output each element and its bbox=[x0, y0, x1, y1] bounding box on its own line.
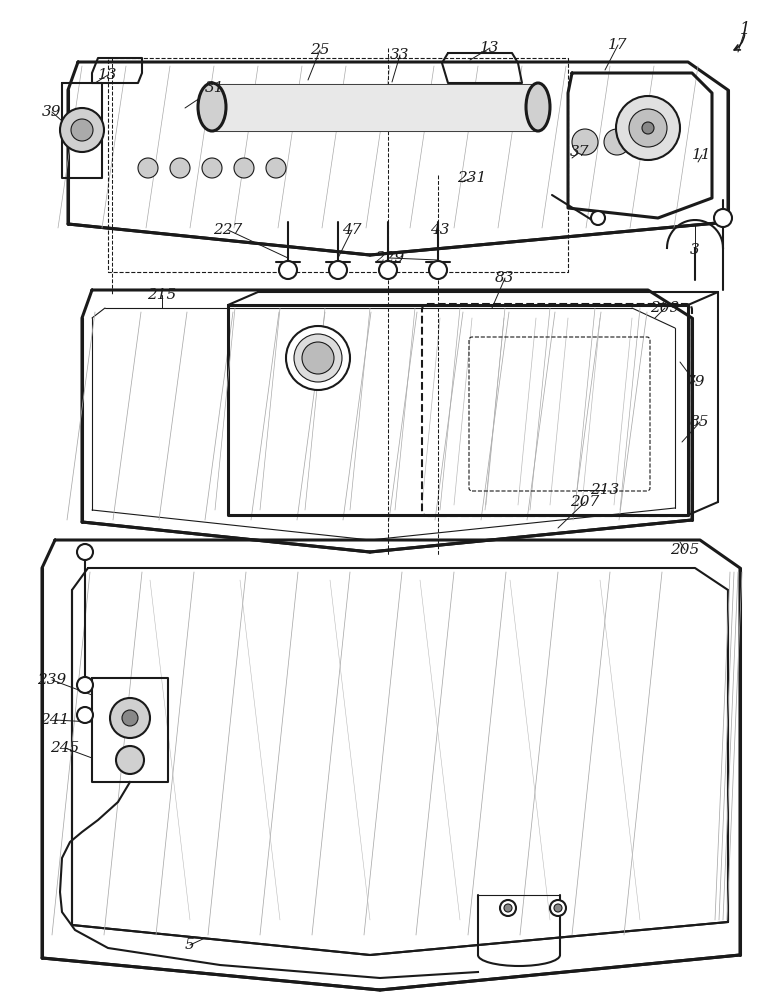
Text: 13: 13 bbox=[480, 41, 500, 55]
Circle shape bbox=[286, 326, 350, 390]
Text: 17: 17 bbox=[608, 38, 628, 52]
Text: 25: 25 bbox=[310, 43, 330, 57]
Circle shape bbox=[329, 261, 347, 279]
Text: 241: 241 bbox=[41, 713, 70, 727]
Text: 83: 83 bbox=[495, 271, 515, 285]
Circle shape bbox=[279, 261, 297, 279]
Circle shape bbox=[636, 129, 662, 155]
Text: 3: 3 bbox=[691, 243, 700, 257]
Circle shape bbox=[616, 96, 680, 160]
Circle shape bbox=[302, 342, 334, 374]
Text: 39: 39 bbox=[42, 105, 62, 119]
Text: 209: 209 bbox=[651, 301, 680, 315]
Circle shape bbox=[170, 158, 190, 178]
Text: 5: 5 bbox=[185, 938, 195, 952]
Circle shape bbox=[629, 109, 667, 147]
Circle shape bbox=[116, 746, 144, 774]
Circle shape bbox=[500, 900, 516, 916]
Text: 85: 85 bbox=[691, 415, 710, 429]
Circle shape bbox=[71, 119, 93, 141]
Bar bbox=[212, 85, 538, 130]
Circle shape bbox=[122, 710, 138, 726]
Circle shape bbox=[591, 211, 605, 225]
Text: 1: 1 bbox=[740, 21, 750, 38]
Text: 229: 229 bbox=[375, 251, 404, 265]
Text: 205: 205 bbox=[670, 543, 700, 557]
Text: 13: 13 bbox=[99, 68, 118, 82]
Text: 207: 207 bbox=[570, 495, 600, 509]
Circle shape bbox=[77, 707, 93, 723]
Circle shape bbox=[429, 261, 447, 279]
Circle shape bbox=[554, 904, 562, 912]
Text: 11: 11 bbox=[692, 148, 712, 162]
Circle shape bbox=[379, 261, 397, 279]
Text: 245: 245 bbox=[50, 741, 80, 755]
Text: 231: 231 bbox=[457, 171, 486, 185]
Ellipse shape bbox=[526, 83, 550, 131]
Text: 47: 47 bbox=[343, 223, 362, 237]
Circle shape bbox=[138, 158, 158, 178]
Text: 79: 79 bbox=[685, 375, 705, 389]
Circle shape bbox=[60, 108, 104, 152]
Text: 239: 239 bbox=[38, 673, 66, 687]
Circle shape bbox=[642, 122, 654, 134]
Circle shape bbox=[604, 129, 630, 155]
Text: 33: 33 bbox=[390, 48, 410, 62]
Text: 31: 31 bbox=[205, 81, 224, 95]
Circle shape bbox=[234, 158, 254, 178]
Circle shape bbox=[77, 544, 93, 560]
FancyArrowPatch shape bbox=[734, 35, 744, 50]
Text: 227: 227 bbox=[213, 223, 242, 237]
Text: 215: 215 bbox=[147, 288, 177, 302]
Circle shape bbox=[572, 129, 598, 155]
Circle shape bbox=[110, 698, 150, 738]
Circle shape bbox=[294, 334, 342, 382]
Circle shape bbox=[77, 677, 93, 693]
Text: 43: 43 bbox=[430, 223, 450, 237]
Circle shape bbox=[266, 158, 286, 178]
Text: 37: 37 bbox=[570, 145, 590, 159]
Circle shape bbox=[714, 209, 732, 227]
Circle shape bbox=[550, 900, 566, 916]
Ellipse shape bbox=[198, 83, 226, 131]
Circle shape bbox=[202, 158, 222, 178]
Text: 213: 213 bbox=[590, 483, 619, 497]
Circle shape bbox=[504, 904, 512, 912]
